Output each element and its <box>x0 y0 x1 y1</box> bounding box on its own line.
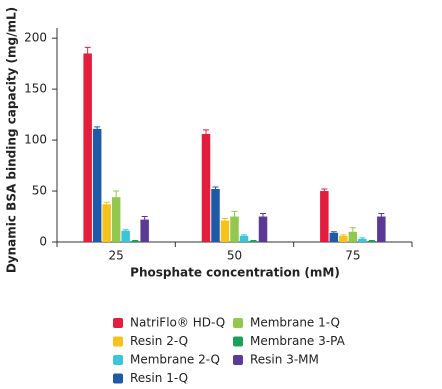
error-bar <box>103 201 110 207</box>
error-bar <box>141 216 148 224</box>
y-tick-label: 200 <box>24 31 47 45</box>
bar <box>121 230 130 242</box>
error-bar <box>113 190 120 204</box>
legend-swatch <box>113 336 123 347</box>
y-tick-label: 100 <box>24 133 47 147</box>
bar <box>329 232 339 242</box>
bar <box>201 133 211 242</box>
error-bar <box>203 129 209 139</box>
legend-label: Resin 2-Q <box>130 334 188 348</box>
error-bar <box>349 227 356 237</box>
error-bar <box>359 237 366 241</box>
legend-swatch <box>233 355 243 365</box>
y-axis-title: Dynamic BSA binding capacity (mg/mL) <box>5 7 19 273</box>
legend-swatch <box>113 318 123 328</box>
bar <box>230 216 239 242</box>
legend-swatch <box>233 336 243 347</box>
x-tick-label: 75 <box>345 249 360 263</box>
bar <box>111 197 121 242</box>
legend-label: Resin 3-MM <box>250 353 319 367</box>
error-bar <box>340 234 347 238</box>
error-bar <box>222 218 228 224</box>
legend-swatch <box>233 318 243 328</box>
bar <box>102 204 111 242</box>
error-bar <box>260 212 266 221</box>
bar <box>358 238 367 242</box>
error-bar <box>132 239 139 242</box>
error-bar <box>84 46 91 61</box>
legend-swatch <box>113 373 123 384</box>
bar <box>83 53 92 242</box>
x-axis-title: Phosphate concentration (mM) <box>130 266 340 280</box>
error-bar <box>330 231 337 235</box>
bar <box>220 220 230 242</box>
error-bar <box>378 212 385 221</box>
bar <box>140 219 149 242</box>
y-tick-label: 150 <box>24 82 47 96</box>
error-bar <box>231 210 238 223</box>
bar <box>92 128 102 242</box>
bar <box>320 191 329 242</box>
legend-label: Membrane 2-Q <box>130 353 220 367</box>
error-bar <box>212 186 219 192</box>
x-tick-label: 50 <box>227 249 242 263</box>
error-bar <box>122 229 129 233</box>
bar <box>239 235 249 242</box>
legend-label: Resin 1-Q <box>130 371 188 385</box>
bar <box>377 216 386 242</box>
bar <box>211 189 220 242</box>
error-bar <box>368 239 375 242</box>
error-bar <box>94 126 101 132</box>
error-bar <box>321 188 328 194</box>
error-bar <box>241 234 247 238</box>
bar <box>348 231 358 242</box>
bar <box>339 235 348 242</box>
x-tick-label: 25 <box>109 249 124 263</box>
y-tick-label: 50 <box>32 184 47 198</box>
legend-swatch <box>113 355 123 365</box>
bar <box>258 216 268 242</box>
legend-label: Membrane 1-Q <box>250 316 340 330</box>
error-bar <box>250 239 257 242</box>
legend-label: Membrane 3-PA <box>250 334 346 348</box>
y-tick-label: 0 <box>39 235 47 249</box>
legend-label: NatriFlo® HD-Q <box>130 316 225 330</box>
